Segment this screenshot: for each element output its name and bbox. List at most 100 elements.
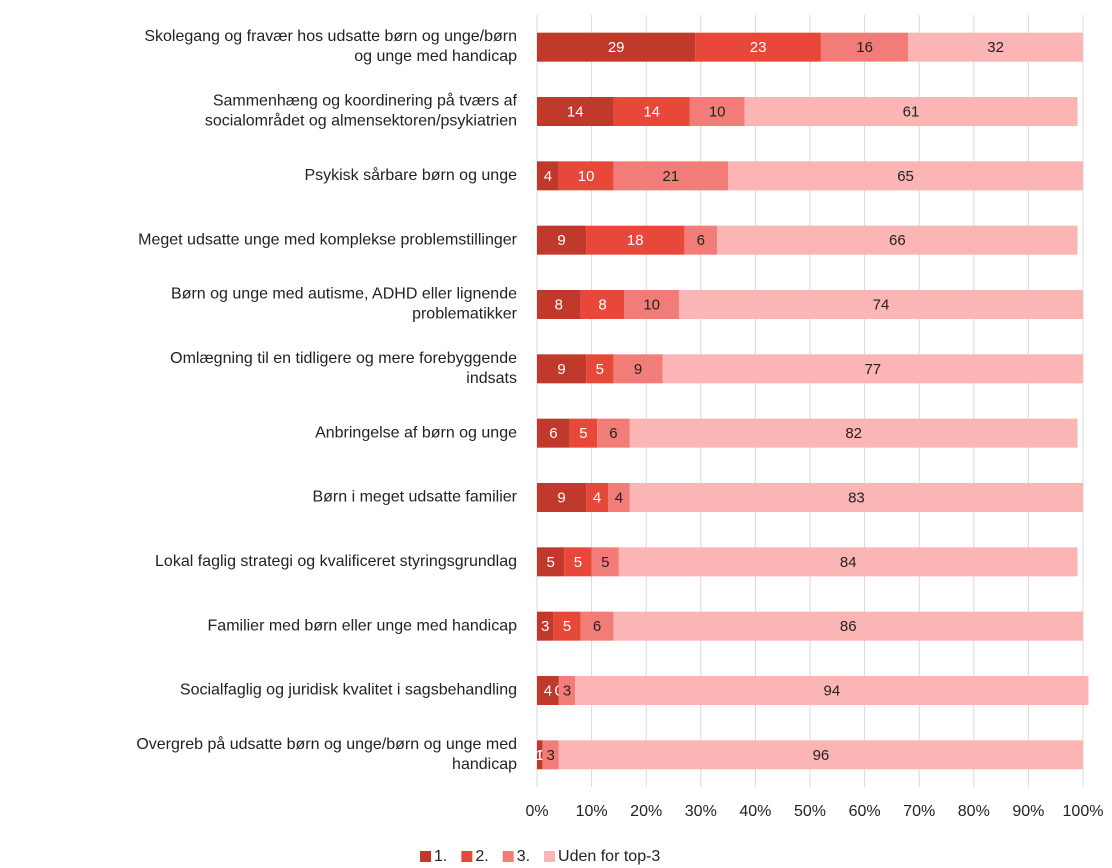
bar-segment bbox=[537, 354, 587, 384]
bar-segment bbox=[537, 740, 543, 770]
data-label: 9 bbox=[557, 361, 565, 378]
data-label: 96 bbox=[813, 747, 830, 764]
data-label: 6 bbox=[609, 425, 617, 442]
bar-segment bbox=[629, 483, 1083, 512]
x-tick-label: 100% bbox=[1063, 803, 1104, 820]
data-label: 4 bbox=[615, 489, 623, 506]
bar-segment bbox=[597, 418, 630, 448]
data-label: 61 bbox=[903, 103, 920, 120]
bar-segment bbox=[613, 97, 690, 126]
data-label: 32 bbox=[987, 39, 1004, 56]
bar-segment bbox=[558, 161, 614, 191]
y-tick-label: Overgreb på udsatte børn og unge/børn og… bbox=[136, 735, 517, 773]
bar-segment bbox=[613, 354, 663, 384]
data-label: 66 bbox=[889, 232, 906, 249]
bar-segment bbox=[678, 290, 1083, 319]
data-label: 6 bbox=[593, 618, 601, 635]
bar-segment bbox=[558, 676, 576, 705]
data-label: 4 bbox=[544, 682, 552, 699]
legend-swatch bbox=[420, 851, 431, 862]
data-label: 84 bbox=[840, 554, 857, 571]
data-label: 82 bbox=[845, 425, 862, 442]
x-tick-label: 30% bbox=[685, 803, 717, 820]
bar-segment bbox=[537, 547, 565, 577]
bar-segment bbox=[728, 161, 1083, 191]
data-label: 5 bbox=[601, 554, 609, 571]
data-label: 1 bbox=[536, 747, 544, 764]
x-tick-label: 40% bbox=[739, 803, 771, 820]
bar-segment bbox=[717, 225, 1078, 255]
data-label: 77 bbox=[864, 361, 881, 378]
y-tick-label: Socialfaglig og juridisk kvalitet i sags… bbox=[180, 682, 517, 699]
y-tick-label: Familier med børn eller unge med handica… bbox=[208, 617, 518, 634]
data-label: 23 bbox=[750, 39, 767, 56]
data-label: 10 bbox=[709, 103, 726, 120]
bar-segment bbox=[618, 547, 1078, 577]
data-label: 6 bbox=[549, 425, 557, 442]
data-label: 9 bbox=[634, 361, 642, 378]
data-label: 9 bbox=[557, 232, 565, 249]
data-label: 4 bbox=[593, 489, 601, 506]
bar-segment bbox=[744, 97, 1078, 126]
legend-label: 3. bbox=[517, 848, 530, 865]
y-tick-label: Skolegang og fravær hos udsatte børn og … bbox=[144, 28, 517, 65]
data-label: 21 bbox=[662, 168, 679, 185]
bar-segment bbox=[537, 418, 570, 448]
x-tick-label: 90% bbox=[1012, 803, 1044, 820]
x-tick-label: 0% bbox=[525, 803, 548, 820]
bar-segment bbox=[607, 483, 630, 512]
data-label: 74 bbox=[873, 296, 890, 313]
y-tick-label: Anbringelse af børn og unge bbox=[315, 424, 517, 441]
data-label: 3 bbox=[563, 682, 571, 699]
bar-segment bbox=[537, 676, 559, 705]
bar-segment bbox=[629, 418, 1078, 448]
data-label: 14 bbox=[567, 103, 584, 120]
bar-segment bbox=[564, 547, 592, 577]
data-label: 16 bbox=[856, 39, 873, 56]
bar-segment bbox=[537, 225, 587, 255]
legend-label: 1. bbox=[434, 848, 447, 865]
data-label: 86 bbox=[840, 618, 857, 635]
data-label: 29 bbox=[608, 39, 625, 56]
bar-segment bbox=[537, 97, 614, 126]
bar-segment bbox=[586, 354, 614, 384]
bar-segment bbox=[695, 32, 821, 62]
data-label: 6 bbox=[697, 232, 705, 249]
bar-segment bbox=[537, 161, 559, 191]
y-tick-label: Meget udsatte unge med komplekse problem… bbox=[138, 231, 518, 248]
data-label: 18 bbox=[627, 232, 644, 249]
legend-swatch bbox=[544, 851, 556, 862]
bar-segment bbox=[684, 225, 718, 255]
bar-segment bbox=[586, 225, 685, 255]
data-label: 3 bbox=[546, 747, 554, 764]
data-label: 4 bbox=[544, 168, 552, 185]
x-tick-label: 60% bbox=[849, 803, 881, 820]
y-tick-label: Børn i meget udsatte familier bbox=[312, 489, 517, 506]
bar-segment bbox=[908, 32, 1083, 62]
legend-swatch bbox=[502, 851, 514, 862]
data-label: 8 bbox=[598, 296, 606, 313]
y-tick-label: Lokal faglig strategi og kvalificeret st… bbox=[155, 553, 517, 570]
bar-segment bbox=[689, 97, 745, 126]
data-label: 5 bbox=[563, 618, 571, 635]
data-label: 5 bbox=[579, 425, 587, 442]
bar-segment bbox=[586, 483, 608, 512]
x-tick-label: 80% bbox=[958, 803, 990, 820]
data-label: 9 bbox=[557, 489, 565, 506]
bar-segment bbox=[537, 32, 696, 62]
bar-segment bbox=[542, 740, 559, 770]
data-label: 65 bbox=[897, 168, 914, 185]
bar-segment bbox=[662, 354, 1083, 384]
bar-segment bbox=[537, 290, 581, 319]
x-tick-label: 20% bbox=[630, 803, 662, 820]
bar-segment bbox=[537, 483, 587, 512]
x-tick-label: 50% bbox=[794, 803, 826, 820]
bar-segment bbox=[591, 547, 619, 577]
bar-segment bbox=[624, 290, 679, 319]
bar-segment bbox=[580, 611, 614, 641]
x-tick-label: 70% bbox=[903, 803, 935, 820]
data-label: 10 bbox=[643, 296, 660, 313]
legend-swatch bbox=[461, 851, 473, 862]
data-label: 5 bbox=[546, 554, 554, 571]
